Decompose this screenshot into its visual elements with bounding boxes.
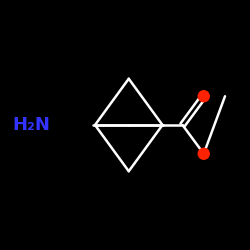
Circle shape xyxy=(198,148,209,159)
Text: H₂N: H₂N xyxy=(12,116,50,134)
Circle shape xyxy=(198,91,209,102)
